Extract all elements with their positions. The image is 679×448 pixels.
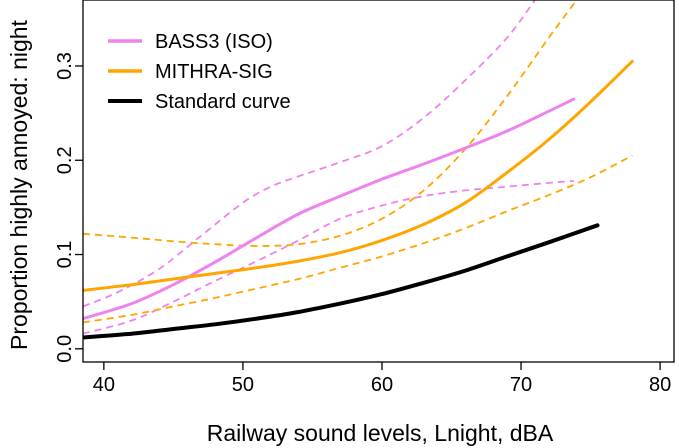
y-axis: 0.0 0.1 0.2 0.3 xyxy=(54,52,83,363)
x-tick-label: 80 xyxy=(649,374,671,396)
y-tick-label: 0.3 xyxy=(54,52,76,80)
x-tick-label: 60 xyxy=(371,374,393,396)
series-lines xyxy=(83,59,634,340)
bass3-iso-series-line xyxy=(83,97,576,321)
x-axis-title: Railway sound levels, Lnight, dBA xyxy=(207,420,554,446)
legend-label-standard-curve: Standard curve xyxy=(155,91,291,113)
confidence-bands xyxy=(83,0,633,335)
mithra-sig-series-line xyxy=(83,59,634,292)
bass3-iso-ci-lower-line xyxy=(83,180,574,335)
mithra-sig-ci-upper-line xyxy=(83,0,578,247)
x-tick-label: 70 xyxy=(510,374,532,396)
plot-frame xyxy=(82,0,675,363)
plot-area xyxy=(83,0,634,340)
legend-label-mithra-sig: MITHRA-SIG xyxy=(155,61,273,83)
y-tick-label: 0.1 xyxy=(54,241,76,269)
bass3-iso-ci-upper-line xyxy=(83,0,536,308)
x-tick-label: 40 xyxy=(93,374,115,396)
x-axis: 40 50 60 70 80 xyxy=(93,362,671,396)
y-axis-title: Proportion highly annoyed: night xyxy=(6,19,32,350)
standard-curve-series-line xyxy=(83,223,600,340)
mithra-sig-ci-lower-line xyxy=(83,154,633,324)
legend-label-bass3-iso: BASS3 (ISO) xyxy=(155,31,273,53)
legend: BASS3 (ISO) MITHRA-SIG Standard curve xyxy=(108,31,291,113)
y-tick-label: 0.0 xyxy=(54,335,76,363)
x-tick-label: 50 xyxy=(232,374,254,396)
y-tick-label: 0.2 xyxy=(54,146,76,174)
